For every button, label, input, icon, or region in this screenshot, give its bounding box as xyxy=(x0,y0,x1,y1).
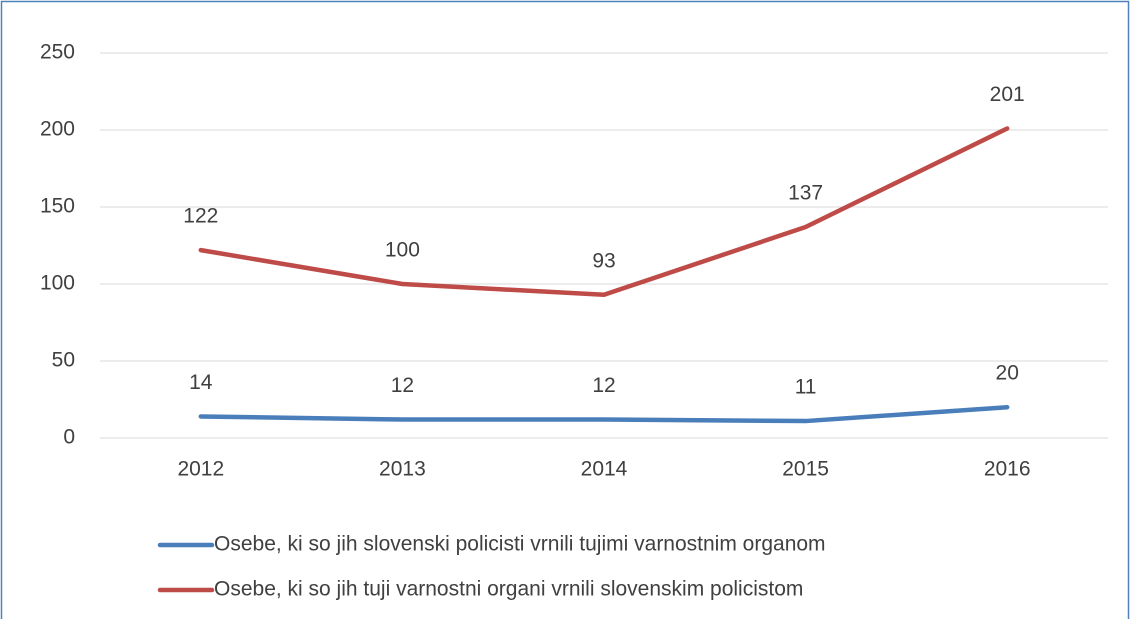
x-tick-label: 2015 xyxy=(782,458,829,481)
y-tick-label: 100 xyxy=(40,272,75,295)
data-label: 201 xyxy=(990,83,1025,106)
data-label: 20 xyxy=(996,362,1019,385)
data-label: 100 xyxy=(385,239,420,262)
data-label: 11 xyxy=(795,376,817,399)
data-label: 122 xyxy=(183,205,218,228)
x-tick-label: 2014 xyxy=(581,458,628,481)
data-label: 93 xyxy=(592,249,615,272)
y-tick-label: 0 xyxy=(63,426,75,449)
y-tick-label: 250 xyxy=(40,41,75,64)
y-tick-label: 150 xyxy=(40,195,75,218)
data-label: 137 xyxy=(788,182,823,205)
data-label: 14 xyxy=(189,371,213,394)
data-label: 12 xyxy=(592,374,615,397)
data-label: 12 xyxy=(391,374,414,397)
x-tick-label: 2016 xyxy=(984,458,1031,481)
legend-label: Osebe, ki so jih slovenski policisti vrn… xyxy=(214,533,826,556)
y-tick-label: 50 xyxy=(52,349,75,372)
series-line xyxy=(198,404,1010,424)
legend-label: Osebe, ki so jih tuji varnostni organi v… xyxy=(214,578,803,601)
x-tick-label: 2012 xyxy=(177,458,224,481)
x-tick-label: 2013 xyxy=(379,458,426,481)
y-tick-label: 200 xyxy=(40,118,75,141)
series-line xyxy=(198,126,1010,298)
